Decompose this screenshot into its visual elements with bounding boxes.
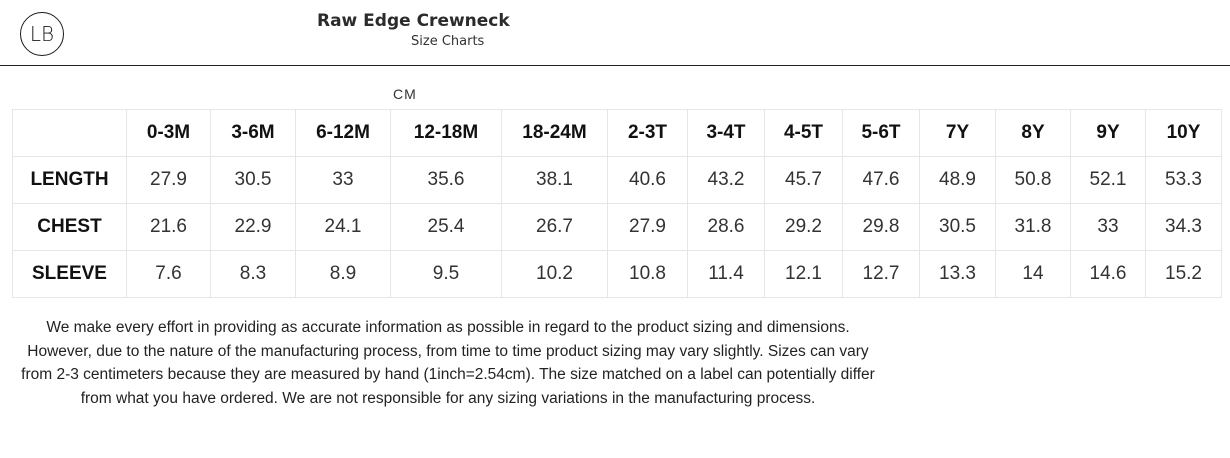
size-column-header: 10Y (1145, 109, 1222, 157)
measurement-cell: 34.3 (1145, 203, 1222, 251)
sizing-disclaimer: We make every effort in providing as acc… (21, 319, 875, 407)
measurement-cell: 28.6 (687, 203, 765, 251)
measurement-cell: 12.1 (764, 250, 843, 298)
measurement-cell: 47.6 (842, 156, 920, 204)
measurement-cell: 40.6 (607, 156, 688, 204)
measurement-cell: 7.6 (126, 250, 211, 298)
size-column-header: 18-24M (501, 109, 608, 157)
size-column-header: 12-18M (390, 109, 502, 157)
measurement-cell: 22.9 (210, 203, 296, 251)
measurement-cell: 9.5 (390, 250, 502, 298)
measurement-cell: 21.6 (126, 203, 211, 251)
header-divider (0, 65, 1230, 66)
measurement-cell: 30.5 (210, 156, 296, 204)
size-column-header: 7Y (919, 109, 996, 157)
unit-label: CM (393, 86, 417, 102)
measurement-cell: 27.9 (607, 203, 688, 251)
measurement-cell: 8.3 (210, 250, 296, 298)
size-column-header: 6-12M (295, 109, 391, 157)
size-column-header: 3-6M (210, 109, 296, 157)
measurement-cell: 30.5 (919, 203, 996, 251)
table-row: CHEST 21.6 22.9 24.1 25.4 26.7 27.9 28.6 29.2 29.… (12, 203, 1222, 251)
measurement-cell: 52.1 (1070, 156, 1146, 204)
measurement-cell: 38.1 (501, 156, 608, 204)
measurement-cell: 12.7 (842, 250, 920, 298)
measurement-cell: 25.4 (390, 203, 502, 251)
measurement-cell: 10.8 (607, 250, 688, 298)
size-column-header: 5-6T (842, 109, 920, 157)
measurement-cell: 13.3 (919, 250, 996, 298)
measurement-cell: 10.2 (501, 250, 608, 298)
measurement-cell: 27.9 (126, 156, 211, 204)
measurement-cell: 31.8 (995, 203, 1071, 251)
row-label: CHEST (12, 203, 127, 251)
size-column-header: 8Y (995, 109, 1071, 157)
table-row: SLEEVE 7.6 8.3 8.9 9.5 10.2 10.8 11.4 12.1 12.7 13… (12, 250, 1222, 298)
measurement-cell: 33 (295, 156, 391, 204)
size-column-header: 9Y (1070, 109, 1146, 157)
size-header-row: 0-3M 3-6M 6-12M 12-18M 18-24M 2-3T 3-4T 4-5T 5-6… (12, 109, 1222, 157)
size-chart-table: 0-3M 3-6M 6-12M 12-18M 18-24M 2-3T 3-4T 4-5T 5-6… (12, 109, 1222, 298)
page-subtitle: Size Charts (411, 34, 485, 49)
measurement-cell: 45.7 (764, 156, 843, 204)
measurement-cell: 35.6 (390, 156, 502, 204)
measurement-cell: 50.8 (995, 156, 1071, 204)
row-label: SLEEVE (12, 250, 127, 298)
product-title: Raw Edge Crewneck (317, 11, 510, 31)
measurement-cell: 14.6 (1070, 250, 1146, 298)
size-column-header: 0-3M (126, 109, 211, 157)
corner-cell (12, 109, 127, 157)
measurement-cell: 53.3 (1145, 156, 1222, 204)
measurement-cell: 11.4 (687, 250, 765, 298)
size-column-header: 3-4T (687, 109, 765, 157)
measurement-cell: 26.7 (501, 203, 608, 251)
measurement-cell: 33 (1070, 203, 1146, 251)
table-row: LENGTH 27.9 30.5 33 35.6 38.1 40.6 43.2 45.7 47.6… (12, 156, 1222, 204)
measurement-cell: 48.9 (919, 156, 996, 204)
measurement-cell: 29.8 (842, 203, 920, 251)
measurement-cell: 24.1 (295, 203, 391, 251)
measurement-cell: 14 (995, 250, 1071, 298)
measurement-cell: 8.9 (295, 250, 391, 298)
brand-logo[interactable]: LB (20, 12, 64, 56)
measurement-cell: 15.2 (1145, 250, 1222, 298)
measurement-cell: 29.2 (764, 203, 843, 251)
size-column-header: 4-5T (764, 109, 843, 157)
measurement-cell: 43.2 (687, 156, 765, 204)
size-column-header: 2-3T (607, 109, 688, 157)
row-label: LENGTH (12, 156, 127, 204)
